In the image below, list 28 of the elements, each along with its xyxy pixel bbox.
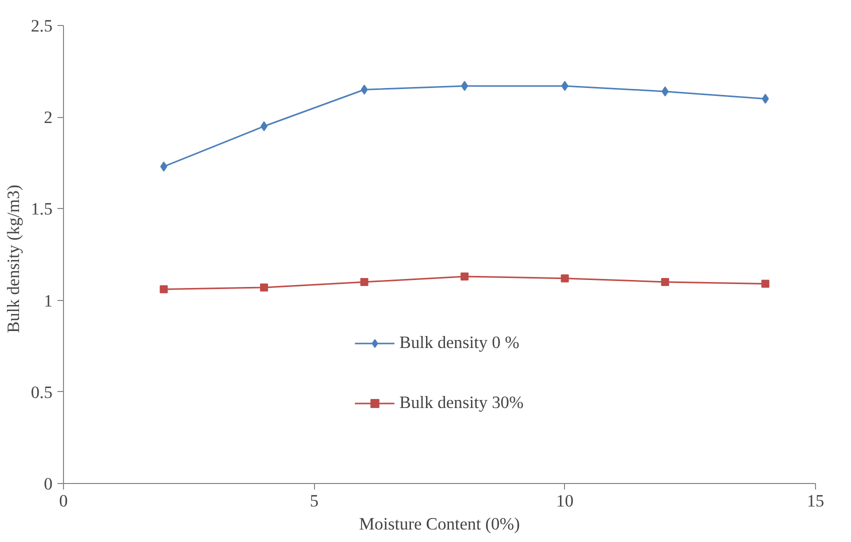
y-tick-label: 2.5 [30,16,53,36]
point [160,285,168,294]
y-axis-title: Bulk density (kg/m3) [4,184,23,333]
point [260,283,268,292]
x-axis-title: Moisture Content (0%) [359,514,520,534]
point [561,80,568,91]
point [761,280,770,288]
point [461,80,468,91]
y-tick-label: 1 [44,291,53,310]
y-tick-label: 0 [44,474,53,494]
point [560,274,569,282]
x-tick-label: 0 [59,492,68,510]
point [360,278,368,286]
point [662,86,669,96]
point [160,162,168,172]
legend-label: Bulk density 30% [399,393,524,413]
x-tick-label: 10 [556,492,574,510]
legend-label: Bulk density 0 % [399,333,520,353]
point [460,272,469,280]
point [661,278,670,286]
point [360,84,368,95]
y-tick-label: 0.5 [30,382,53,402]
point [260,121,268,132]
x-tick-label: 15 [806,492,824,510]
x-tick-label: 5 [310,492,319,510]
point [762,94,769,104]
y-tick-label: 1.5 [30,200,53,219]
y-tick-label: 2 [44,108,53,128]
